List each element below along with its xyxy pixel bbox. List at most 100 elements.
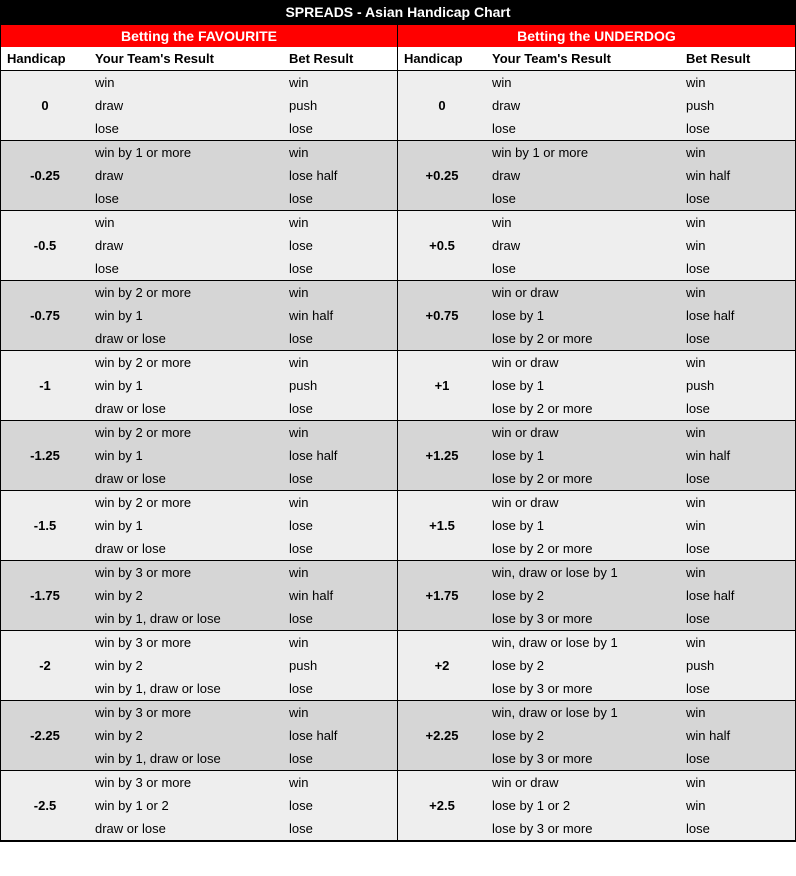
- underdog-half: +2.5win or drawwinlose by 1 or 2winlose …: [398, 771, 795, 840]
- bet-result-cell: push: [283, 654, 397, 677]
- handicap-value: -2.5: [1, 771, 89, 840]
- outcome-row: win or drawwin: [486, 491, 795, 514]
- outcome-rows: win by 1 or morewindrawlose halfloselose: [89, 141, 397, 210]
- team-result-cell: lose by 1: [486, 374, 680, 397]
- bet-result-cell: win: [680, 351, 795, 374]
- outcome-row: win by 1lose half: [89, 444, 397, 467]
- outcome-row: lose by 1lose half: [486, 304, 795, 327]
- team-result-cell: win, draw or lose by 1: [486, 631, 680, 654]
- team-result-cell: win or draw: [486, 491, 680, 514]
- bet-result-cell: lose: [283, 794, 397, 817]
- column-header-row: Handicap Your Team's Result Bet Result H…: [1, 47, 795, 71]
- outcome-row: win by 1push: [89, 374, 397, 397]
- team-result-cell: draw or lose: [89, 467, 283, 490]
- team-result-cell: lose: [89, 257, 283, 280]
- favourite-half: -1.25win by 2 or morewinwin by 1lose hal…: [1, 421, 398, 490]
- team-result-cell: lose by 1 or 2: [486, 794, 680, 817]
- team-result-cell: win by 2 or more: [89, 351, 283, 374]
- outcome-rows: win or drawwinlose by 1pushlose by 2 or …: [486, 351, 795, 420]
- bet-result-cell: push: [283, 374, 397, 397]
- bet-result-cell: win: [283, 281, 397, 304]
- handicap-value: +0.5: [398, 211, 486, 280]
- outcome-row: win by 2 or morewin: [89, 421, 397, 444]
- team-result-cell: lose: [486, 257, 680, 280]
- team-result-cell: lose by 3 or more: [486, 607, 680, 630]
- outcome-row: loselose: [486, 257, 795, 280]
- bet-result-cell: win: [680, 71, 795, 94]
- bet-result-cell: win: [680, 514, 795, 537]
- favourite-half: -0.25win by 1 or morewindrawlose halflos…: [1, 141, 398, 210]
- bet-result-cell: win: [283, 421, 397, 444]
- section-underdog: Betting the UNDERDOG: [398, 25, 795, 47]
- bet-result-cell: lose: [283, 234, 397, 257]
- bet-result-cell: win half: [680, 164, 795, 187]
- favourite-half: -0.75win by 2 or morewinwin by 1win half…: [1, 281, 398, 350]
- outcome-rows: win by 1 or morewindrawwin halfloselose: [486, 141, 795, 210]
- handicap-value: -1.75: [1, 561, 89, 630]
- bet-result-cell: lose: [680, 117, 795, 140]
- bet-result-cell: win: [680, 234, 795, 257]
- outcome-row: drawpush: [486, 94, 795, 117]
- team-result-cell: win by 1, draw or lose: [89, 747, 283, 770]
- underdog-half: +0.25win by 1 or morewindrawwin halflose…: [398, 141, 795, 210]
- underdog-half: +1.75win, draw or lose by 1winlose by 2l…: [398, 561, 795, 630]
- team-result-cell: draw: [89, 234, 283, 257]
- outcome-row: lose by 2 or morelose: [486, 397, 795, 420]
- outcome-row: win by 1, draw or loselose: [89, 677, 397, 700]
- bet-result-cell: lose: [680, 257, 795, 280]
- outcome-row: drawlose half: [89, 164, 397, 187]
- outcome-row: lose by 3 or morelose: [486, 747, 795, 770]
- bet-result-cell: lose: [283, 537, 397, 560]
- bet-result-cell: lose: [680, 467, 795, 490]
- outcome-row: lose by 1win: [486, 514, 795, 537]
- bet-result-cell: push: [680, 94, 795, 117]
- team-result-cell: draw: [89, 164, 283, 187]
- bet-result-cell: push: [680, 374, 795, 397]
- team-result-cell: win by 2 or more: [89, 421, 283, 444]
- outcome-rows: winwindrawpushloselose: [89, 71, 397, 140]
- handicap-group: -2.25win by 3 or morewinwin by 2lose hal…: [1, 701, 795, 771]
- bet-result-cell: win: [680, 771, 795, 794]
- bet-result-cell: lose: [283, 817, 397, 840]
- team-result-cell: lose by 2: [486, 584, 680, 607]
- outcome-row: win by 1, draw or loselose: [89, 607, 397, 630]
- bet-result-cell: lose: [283, 257, 397, 280]
- handicap-value: +0.25: [398, 141, 486, 210]
- outcome-rows: win, draw or lose by 1winlose by 2lose h…: [486, 561, 795, 630]
- bet-result-cell: win: [283, 771, 397, 794]
- bet-result-cell: win: [283, 351, 397, 374]
- bet-result-cell: win: [680, 794, 795, 817]
- outcome-rows: win or drawwinlose by 1lose halflose by …: [486, 281, 795, 350]
- team-result-cell: lose by 2 or more: [486, 397, 680, 420]
- outcome-row: lose by 3 or morelose: [486, 677, 795, 700]
- outcome-rows: winwindrawwinloselose: [486, 211, 795, 280]
- outcome-row: lose by 2win half: [486, 724, 795, 747]
- favourite-half: -1.75win by 3 or morewinwin by 2win half…: [1, 561, 398, 630]
- bet-result-cell: win: [283, 491, 397, 514]
- handicap-value: 0: [398, 71, 486, 140]
- outcome-row: win by 1 or 2lose: [89, 794, 397, 817]
- team-result-cell: lose by 2 or more: [486, 537, 680, 560]
- team-result-cell: lose by 3 or more: [486, 817, 680, 840]
- team-result-cell: win by 2: [89, 584, 283, 607]
- bet-result-cell: lose half: [680, 584, 795, 607]
- bet-result-cell: win: [680, 421, 795, 444]
- handicap-value: 0: [1, 71, 89, 140]
- underdog-half: 0winwindrawpushloselose: [398, 71, 795, 140]
- team-result-cell: lose: [486, 117, 680, 140]
- team-result-cell: win by 1: [89, 444, 283, 467]
- team-result-cell: draw or lose: [89, 817, 283, 840]
- outcome-row: win by 1 or morewin: [89, 141, 397, 164]
- underdog-half: +1.25win or drawwinlose by 1win halflose…: [398, 421, 795, 490]
- handicap-value: -1.5: [1, 491, 89, 560]
- outcome-row: win by 3 or morewin: [89, 561, 397, 584]
- team-result-cell: lose: [89, 187, 283, 210]
- team-result-cell: win by 2 or more: [89, 491, 283, 514]
- bet-result-cell: lose: [680, 537, 795, 560]
- outcome-row: lose by 3 or morelose: [486, 817, 795, 840]
- outcome-rows: win by 2 or morewinwin by 1losedraw or l…: [89, 491, 397, 560]
- outcome-row: win or drawwin: [486, 351, 795, 374]
- table-title: SPREADS - Asian Handicap Chart: [1, 0, 795, 25]
- outcome-row: win by 2push: [89, 654, 397, 677]
- team-result-cell: win by 3 or more: [89, 771, 283, 794]
